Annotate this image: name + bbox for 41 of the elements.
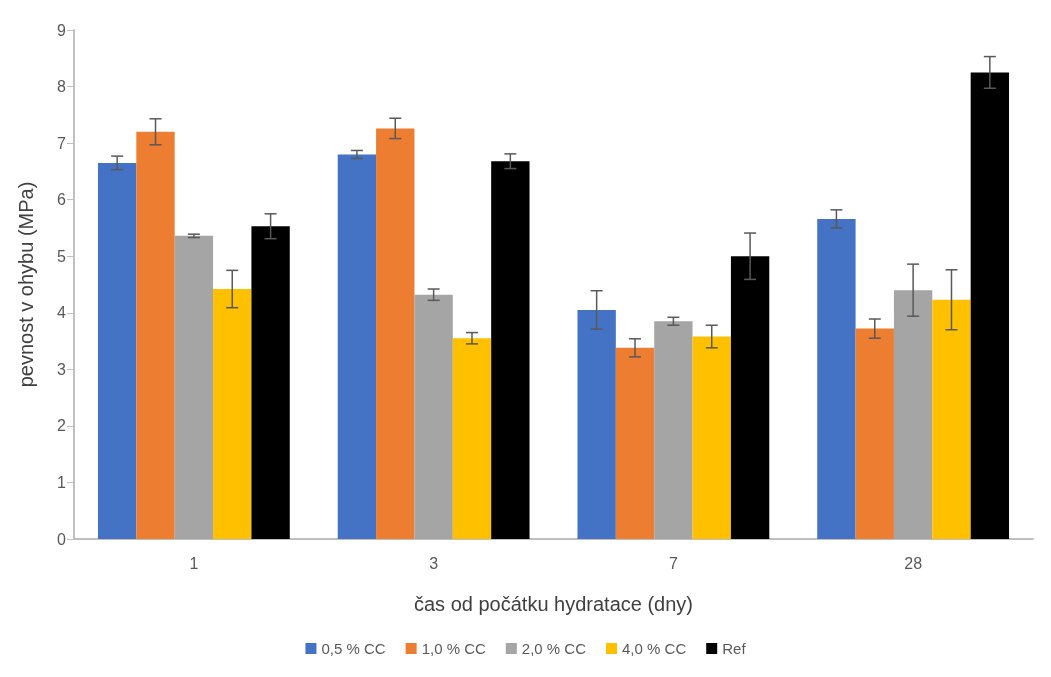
bar (932, 299, 971, 539)
y-tick-label: 4 (57, 304, 67, 322)
bar (491, 161, 530, 539)
y-tick-label: 5 (57, 247, 67, 265)
bar (817, 218, 856, 539)
bar (213, 289, 252, 539)
bar (654, 321, 693, 539)
y-tick-label: 0 (57, 530, 67, 548)
y-tick-label: 7 (57, 134, 67, 152)
bar (414, 294, 453, 539)
x-tick-label: 28 (904, 554, 923, 572)
legend-label: 0,5 % CC (321, 640, 386, 657)
y-tick-label: 9 (57, 21, 67, 39)
bar (577, 309, 616, 539)
y-tick-label: 3 (57, 360, 67, 378)
bar (376, 128, 415, 539)
legend-label: 4,0 % CC (622, 640, 687, 657)
y-tick-label: 6 (57, 191, 67, 209)
bar (855, 328, 894, 539)
bar (730, 256, 770, 539)
y-tick-label: 8 (57, 78, 67, 96)
bar (692, 336, 731, 539)
legend-label: Ref (722, 640, 747, 657)
bar (174, 235, 214, 539)
x-tick-label: 3 (429, 554, 439, 572)
bar (970, 72, 1010, 539)
bar (136, 131, 175, 539)
bar (893, 290, 933, 539)
bar (251, 226, 290, 539)
legend-label: 2,0 % CC (521, 640, 587, 657)
x-axis-title: čas od počátku hydratace (dny) (413, 593, 694, 615)
bar (337, 154, 377, 539)
bar (452, 338, 492, 539)
y-axis-title: pevnost v ohybu (MPa) (15, 181, 37, 388)
bar (97, 162, 137, 539)
y-tick-label: 1 (57, 473, 67, 491)
bar (615, 347, 655, 539)
legend-label: 1,0 % CC (421, 640, 486, 657)
y-tick-label: 2 (57, 417, 67, 435)
x-tick-label: 1 (189, 554, 199, 572)
x-tick-label: 7 (668, 554, 678, 572)
